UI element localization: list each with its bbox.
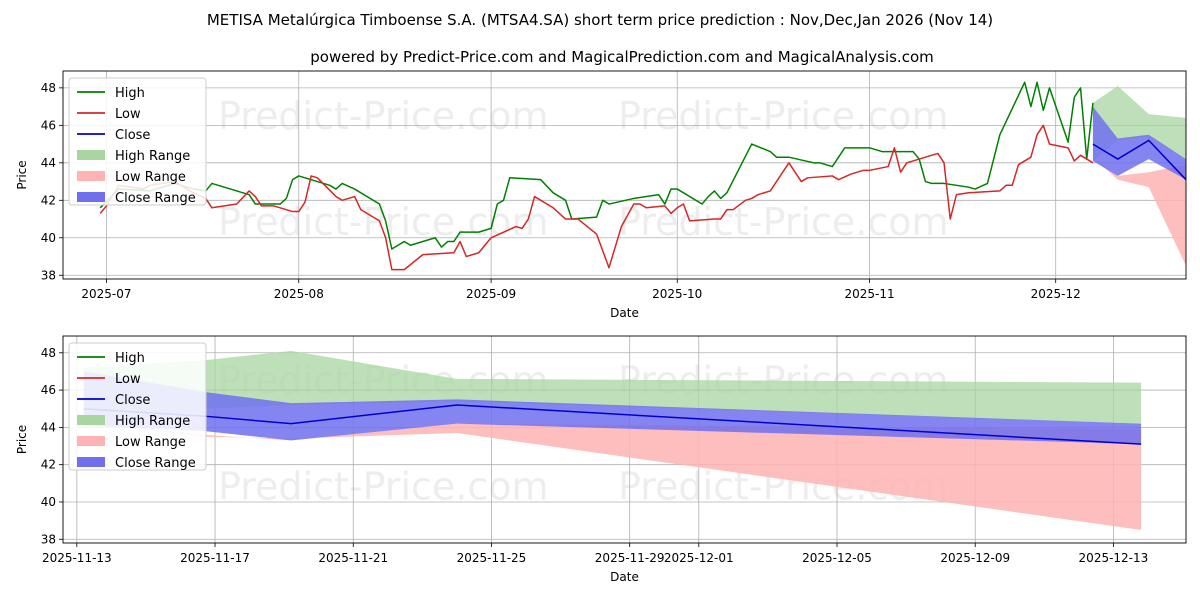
- y-tick-label: 42: [41, 458, 56, 472]
- legend-low-range-label: Low Range: [115, 170, 186, 185]
- x-axis-label: Date: [610, 570, 639, 584]
- high-range-band: [83, 350, 1142, 426]
- legend-low-label: Low: [115, 372, 141, 387]
- legend-high-range-swatch: [77, 415, 105, 425]
- legend-low-label: Low: [115, 107, 141, 122]
- y-axis-label: Price: [15, 160, 29, 189]
- top-panel: Predict-Price.com Predict-Price.com Predic…: [15, 70, 1187, 320]
- legend-close-label: Close: [115, 128, 150, 143]
- legend-close-label: Close: [115, 393, 150, 408]
- x-tick-label: 2025-10: [652, 287, 702, 301]
- watermark: Predict-Price.com: [618, 200, 949, 244]
- y-tick-label: 42: [41, 193, 56, 207]
- x-tick-label: 2025-12: [1031, 287, 1081, 301]
- y-axis-label: Price: [15, 425, 29, 454]
- legend-close-range-swatch: [77, 457, 105, 467]
- plot-frame: [62, 335, 1187, 544]
- low-series-line: [99, 124, 1094, 271]
- x-tick-label: 2025-09: [466, 287, 516, 301]
- y-tick-label: 44: [41, 156, 56, 170]
- y-tick-label: 48: [41, 346, 56, 360]
- legend-low-range-swatch: [77, 436, 105, 446]
- x-tick-label: 2025-12-05: [802, 551, 872, 565]
- x-tick-label: 2025-12-09: [940, 551, 1010, 565]
- y-tick-label: 40: [41, 495, 56, 509]
- legend-high-range-swatch: [77, 150, 105, 160]
- watermark: Predict-Price.com: [218, 94, 549, 138]
- legend: High Low Close High Range Low Range Close Ran…: [68, 342, 207, 471]
- legend-high-range-label: High Range: [115, 149, 190, 164]
- legend-low-range-swatch: [77, 171, 105, 181]
- close-range-band: [83, 371, 1142, 445]
- x-tick-label: 2025-11-25: [457, 551, 527, 565]
- y-tick-label: 46: [41, 118, 56, 132]
- x-tick-label: 2025-12-13: [1079, 551, 1149, 565]
- legend-close-range-label: Close Range: [115, 456, 196, 471]
- legend: High Low Close High Range Low Range Close Ran…: [68, 77, 207, 206]
- legend-high-label: High: [115, 351, 145, 366]
- legend-close-range-label: Close Range: [115, 191, 196, 206]
- x-axis-label: Date: [610, 306, 639, 320]
- watermark: Predict-Price.com: [218, 465, 549, 509]
- x-tick-label: 2025-08: [274, 287, 324, 301]
- x-tick-label: 2025-11: [845, 287, 895, 301]
- y-tick-label: 46: [41, 383, 56, 397]
- y-tick-label: 38: [41, 268, 56, 282]
- x-tick-label: 2025-07: [81, 287, 131, 301]
- legend-close-range-swatch: [77, 192, 105, 202]
- legend-low-range-label: Low Range: [115, 435, 186, 450]
- high-series-line: [99, 81, 1094, 250]
- y-tick-label: 44: [41, 420, 56, 434]
- legend-high-range-label: High Range: [115, 414, 190, 429]
- watermark: Predict-Price.com: [618, 94, 949, 138]
- legend-high-label: High: [115, 86, 145, 101]
- y-tick-label: 38: [41, 532, 56, 546]
- chart-subtitle: powered by Predict-Price.com and Magical…: [310, 48, 934, 66]
- low-range-band: [83, 421, 1142, 530]
- chart-title: METISA Metalúrgica Timboense S.A. (MTSA4…: [207, 11, 993, 29]
- y-tick-label: 48: [41, 81, 56, 95]
- x-tick-label: 2025-12-01: [664, 551, 734, 565]
- close-forecast-line: [1092, 139, 1187, 181]
- y-tick-label: 40: [41, 231, 56, 245]
- x-tick-label: 2025-11-17: [180, 551, 250, 565]
- x-tick-label: 2025-11-29: [595, 551, 665, 565]
- high-range-band: [1092, 85, 1186, 161]
- close-range-band: [1092, 106, 1186, 180]
- plot-frame: [62, 70, 1187, 280]
- x-tick-label: 2025-11-13: [42, 551, 112, 565]
- x-tick-label: 2025-11-21: [318, 551, 388, 565]
- low-range-band: [1092, 157, 1186, 266]
